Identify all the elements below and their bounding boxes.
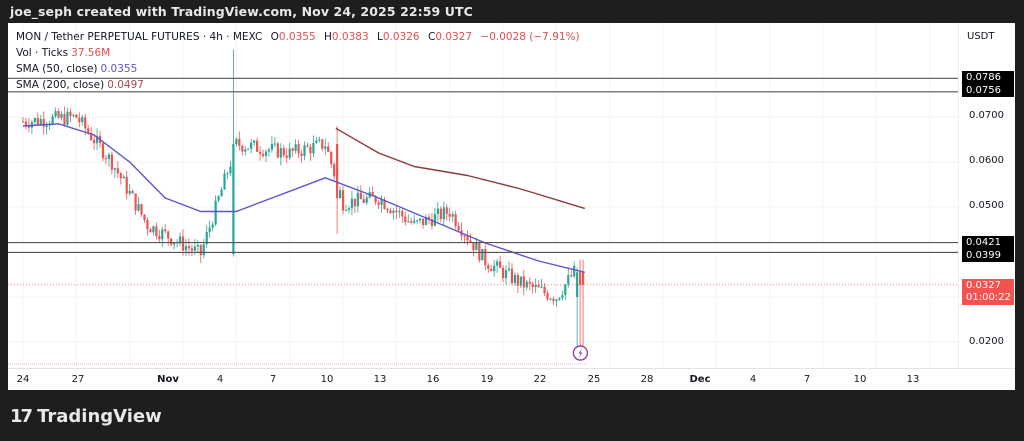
attribution-bar: joe_seph created with TradingView.com, N…: [0, 0, 1024, 23]
time-tick-month: Nov: [157, 374, 179, 385]
open-value: 0.0355: [278, 31, 316, 43]
attribution-text: joe_seph created with TradingView.com, N…: [10, 4, 473, 19]
volume-value: 37.56M: [71, 47, 111, 59]
price-tick: 0.0500: [969, 200, 1004, 211]
close-value: 0.0327: [435, 31, 473, 43]
sma200-value: 0.0497: [107, 79, 144, 91]
current-price: 0.0327: [966, 280, 1001, 291]
time-tick: 27: [71, 374, 85, 385]
chart-panel[interactable]: MON / Tether PERPETUAL FUTURES · 4h · ME…: [8, 23, 1015, 390]
legend-volume-row[interactable]: Vol · Ticks 37.56M: [16, 47, 111, 59]
time-tick: 13: [373, 374, 387, 385]
chart-legend: MON / Tether PERPETUAL FUTURES · 4h · ME…: [16, 29, 580, 93]
time-tick: 28: [640, 374, 654, 385]
symbol-title[interactable]: MON / Tether PERPETUAL FUTURES · 4h · ME…: [16, 31, 263, 43]
level-tag-0756: 0.0756: [962, 84, 1014, 97]
time-tick: 25: [587, 374, 601, 385]
lightning-icon: [578, 348, 583, 358]
time-tick: 7: [803, 374, 811, 385]
tradingview-logo: 17 TradingView: [10, 405, 162, 427]
time-tick: 4: [216, 374, 224, 385]
low-value: 0.0326: [382, 31, 420, 43]
time-tick: 10: [320, 374, 334, 385]
bar-countdown: 01:00:22: [966, 292, 1011, 303]
price-axis[interactable]: USDT 0.0786 0.0756 0.0700 0.0600 0.0500 …: [958, 23, 1016, 368]
time-tick: 10: [853, 374, 867, 385]
time-tick: 7: [269, 374, 277, 385]
price-plot[interactable]: MON / Tether PERPETUAL FUTURES · 4h · ME…: [8, 23, 958, 368]
logo-text: TradingView: [37, 405, 162, 427]
level-tag-0399: 0.0399: [962, 249, 1014, 262]
price-tick: 0.0600: [969, 155, 1004, 166]
legend-sma50-row[interactable]: SMA (50, close) 0.0355: [16, 63, 138, 75]
time-tick: 13: [906, 374, 920, 385]
candlestick-chart[interactable]: [8, 23, 958, 368]
time-tick: 24: [16, 374, 30, 385]
time-tick: 4: [749, 374, 757, 385]
price-tick: 0.0700: [969, 110, 1004, 121]
time-axis[interactable]: 24 27 Nov 4 7 10 13 16 19 22 25 28 Dec 4…: [8, 368, 1015, 391]
sma50-value: 0.0355: [100, 63, 138, 75]
time-tick: 22: [533, 374, 547, 385]
time-tick: 16: [426, 374, 440, 385]
change-value: −0.0028 (−7.91%): [480, 31, 580, 43]
tradingview-logo-icon: 17: [10, 405, 33, 427]
time-tick-month: Dec: [689, 374, 711, 385]
current-price-tag: 0.0327 01:00:22: [962, 279, 1014, 305]
legend-sma200-row[interactable]: SMA (200, close) 0.0497: [16, 79, 144, 91]
legend-symbol-row: MON / Tether PERPETUAL FUTURES · 4h · ME…: [16, 31, 580, 43]
level-tag-0421: 0.0421: [962, 236, 1014, 249]
time-tick: 19: [480, 374, 494, 385]
high-value: 0.0383: [331, 31, 369, 43]
price-tick: 0.0200: [969, 336, 1004, 347]
currency-label[interactable]: USDT: [967, 31, 995, 42]
level-tag-0786: 0.0786: [962, 71, 1014, 84]
